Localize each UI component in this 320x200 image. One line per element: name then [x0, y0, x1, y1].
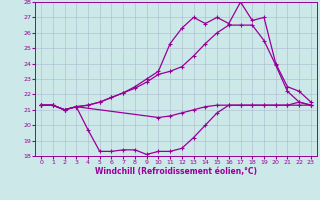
X-axis label: Windchill (Refroidissement éolien,°C): Windchill (Refroidissement éolien,°C) — [95, 167, 257, 176]
